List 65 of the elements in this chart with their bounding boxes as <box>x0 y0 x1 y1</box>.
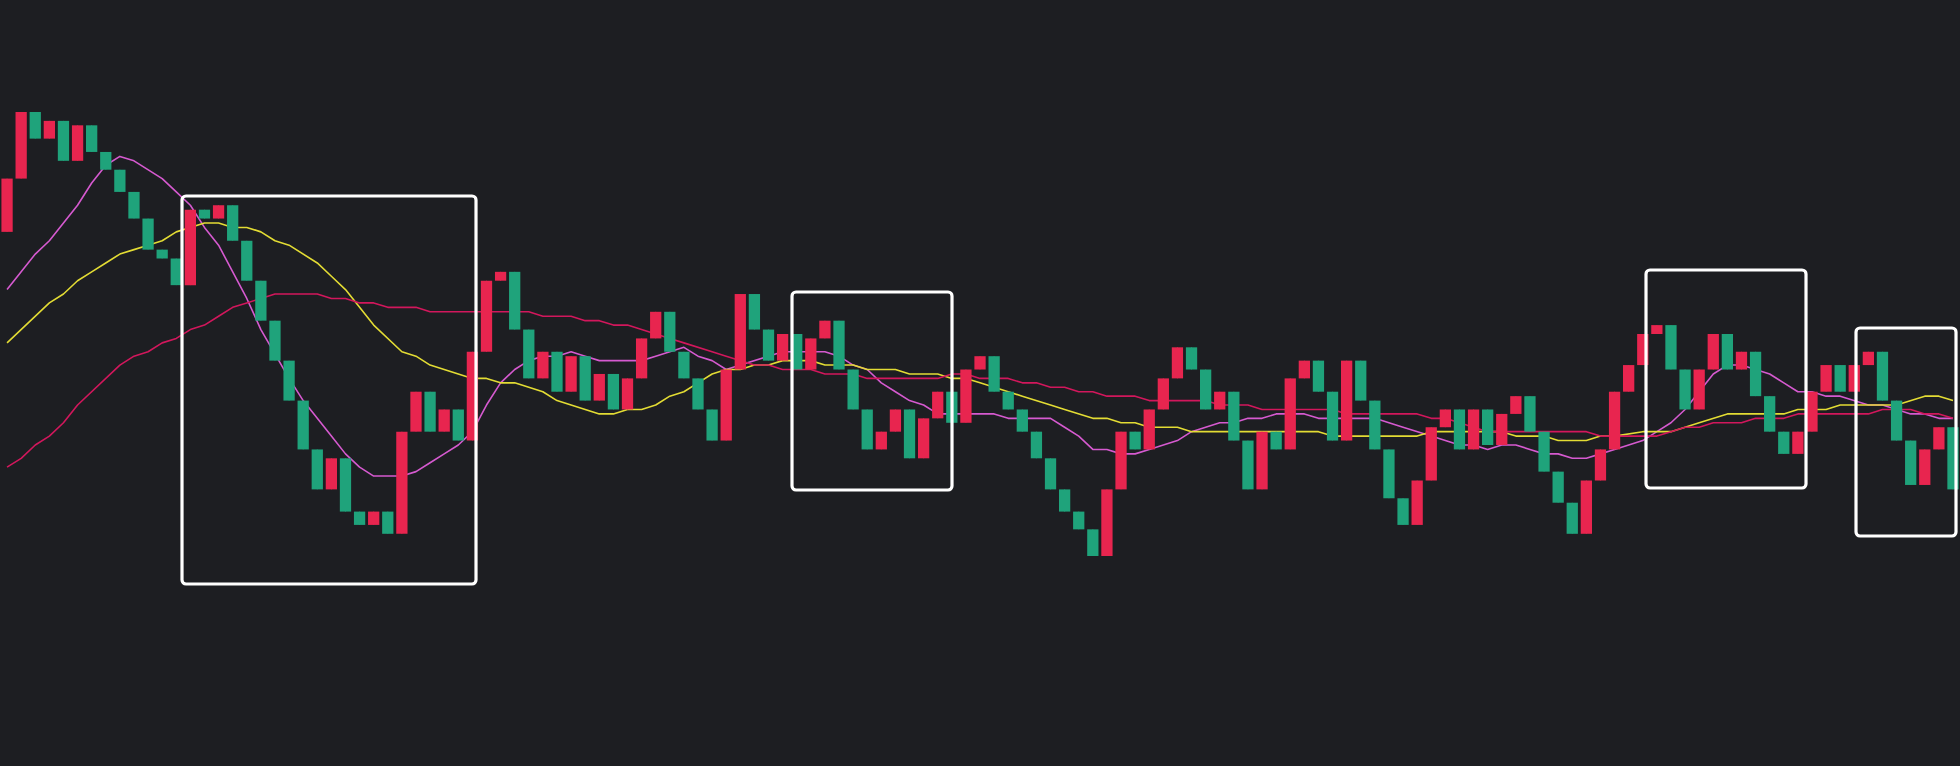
candlestick <box>1355 360 1367 401</box>
candlestick <box>325 457 338 490</box>
candlestick <box>1623 364 1635 393</box>
candlestick <box>1143 409 1155 450</box>
candlestick <box>1890 400 1903 441</box>
candlestick <box>438 409 450 433</box>
candlestick <box>635 338 648 379</box>
candlestick <box>1721 333 1734 370</box>
candlestick <box>805 338 817 370</box>
candlestick <box>1538 431 1550 473</box>
candlestick <box>551 351 563 393</box>
candlestick <box>1594 449 1607 481</box>
candlestick <box>1482 409 1494 446</box>
candlestick <box>1087 528 1099 557</box>
candlestick <box>1834 364 1846 393</box>
candlestick <box>1764 395 1776 433</box>
candlestick <box>410 391 422 433</box>
candlestick <box>452 409 464 441</box>
candlestick <box>1467 409 1480 450</box>
candlestick <box>1185 346 1198 370</box>
candlestick <box>889 409 902 433</box>
candlestick <box>1171 346 1184 379</box>
candlestick <box>593 373 605 401</box>
candlestick <box>283 360 295 401</box>
candlestick <box>1453 409 1466 450</box>
candlestick <box>762 329 775 362</box>
candlestick <box>565 355 577 393</box>
candlestick <box>1820 364 1832 393</box>
candlestick <box>1552 471 1564 504</box>
candlestick <box>1707 333 1719 370</box>
candlestick <box>621 377 634 410</box>
candlestick <box>988 355 1000 393</box>
candlestick <box>1397 497 1409 526</box>
candlestick <box>311 449 323 490</box>
candlestick <box>1157 377 1169 410</box>
candlestick <box>692 377 704 410</box>
candlestick <box>227 204 239 242</box>
candlestick <box>1411 480 1423 526</box>
candlestick <box>86 124 98 153</box>
candlestick <box>1524 395 1536 433</box>
candlestick <box>424 391 436 433</box>
candlestick <box>241 240 253 282</box>
candlestick <box>269 320 281 362</box>
candlestick <box>1905 440 1917 486</box>
candlestick <box>1016 409 1028 433</box>
candlestick <box>1566 502 1578 535</box>
candlestick <box>1919 449 1931 486</box>
candlestick <box>579 355 591 401</box>
candlestick <box>57 120 70 162</box>
candlestick <box>861 409 873 450</box>
candlestick <box>1496 413 1508 446</box>
candlestick <box>29 111 41 140</box>
candlestick <box>1665 324 1677 370</box>
candlestick <box>664 311 676 353</box>
candlestick <box>1044 457 1057 490</box>
candlestick <box>1058 488 1071 512</box>
candlestick <box>706 409 718 441</box>
candlestick <box>71 124 84 162</box>
candlestick <box>1312 360 1325 393</box>
candlestick <box>255 280 267 322</box>
candlestick <box>128 191 140 219</box>
candlestick <box>917 417 930 459</box>
candlestick <box>776 333 789 362</box>
candlestick <box>748 293 761 330</box>
candlestick <box>142 218 154 251</box>
